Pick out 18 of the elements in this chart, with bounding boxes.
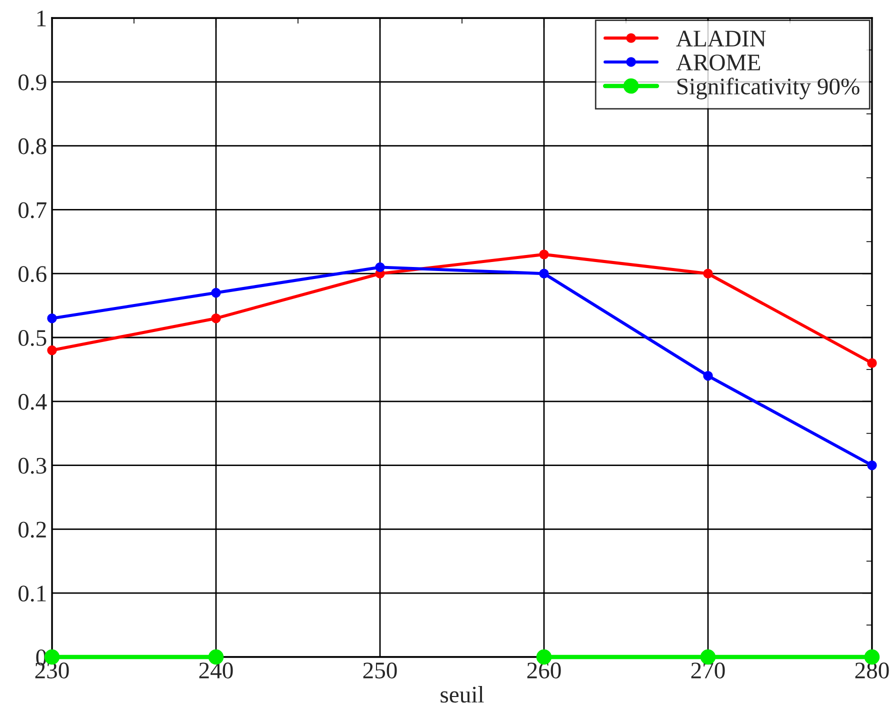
y-tick-label: 0.2 [18,522,46,538]
x-tick-label: 250 [363,662,397,678]
x-tick-label: 280 [855,662,889,678]
legend-label: ALADIN [676,30,766,46]
y-tick-label: 0.7 [18,202,46,218]
y-tick-label: 0.3 [18,458,46,474]
x-axis-title: seuil [440,686,484,703]
y-tick-label: 0.8 [18,138,46,154]
y-tick-label: 0.1 [18,586,46,602]
y-tick-label: 0.6 [18,266,46,282]
y-tick-label: 0.9 [18,74,46,90]
legend-label: AROME [676,54,760,70]
y-tick-label: 1 [37,10,46,26]
y-tick-label: 0.4 [18,394,47,410]
y-tick-label: 0.5 [18,330,46,346]
x-tick-label: 260 [527,662,561,678]
legend-label: Significativity 90% [678,78,860,100]
x-tick-label: 240 [199,662,233,678]
